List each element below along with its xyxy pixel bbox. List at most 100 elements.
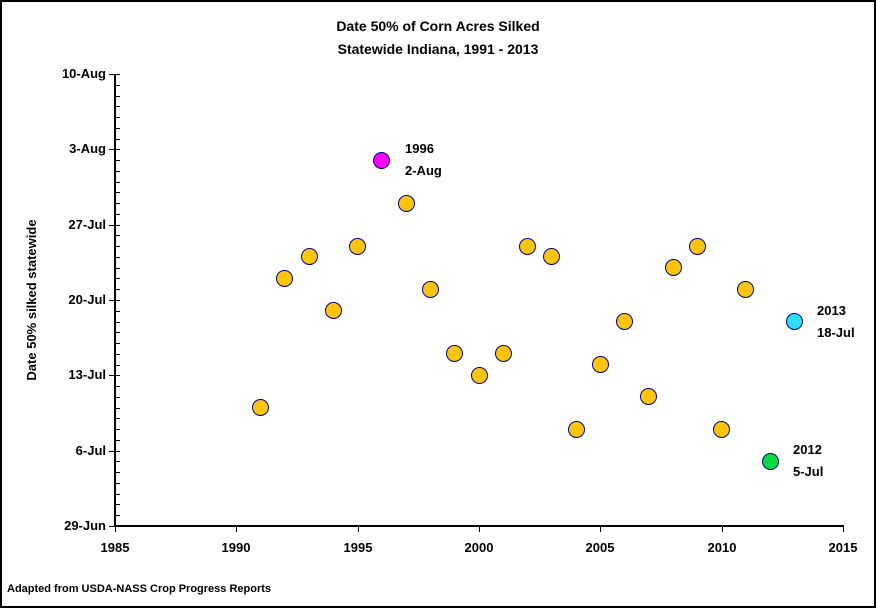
data-point-1991 [252,399,269,416]
y-minor-tick [116,246,120,247]
x-tick-label: 1985 [100,540,130,555]
y-minor-tick [116,332,120,333]
data-point-2003 [543,248,560,265]
source-note: Adapted from USDA-NASS Crop Progress Rep… [7,583,272,595]
x-major-tick [722,526,723,532]
y-major-tick [109,526,120,527]
x-tick-label: 2005 [585,540,615,555]
y-minor-tick [116,117,120,118]
y-minor-tick [116,472,120,473]
y-major-tick [109,451,120,452]
data-point-2013 [786,313,803,330]
annotation-2012: 2012 5-Jul [793,439,823,483]
data-point-2010 [713,421,730,438]
data-point-2002 [519,238,536,255]
data-point-2011 [737,281,754,298]
data-point-1999 [446,345,463,362]
data-point-1993 [301,248,318,265]
x-major-tick [479,526,480,532]
data-point-1992 [276,270,293,287]
y-minor-tick [116,311,120,312]
data-point-2001 [495,345,512,362]
x-major-tick [600,526,601,532]
data-point-2000 [471,367,488,384]
annotation-date: 18-Jul [817,325,855,340]
y-minor-tick [116,128,120,129]
chart-title-block: Date 50% of Corn Acres Silked Statewide … [2,15,874,61]
y-minor-tick [116,322,120,323]
y-major-tick [109,74,120,75]
y-major-tick [109,225,120,226]
y-minor-tick [116,85,120,86]
y-tick-label: 3-Aug [69,141,106,156]
y-major-tick [109,149,120,150]
y-minor-tick [116,289,120,290]
annotation-1996: 1996 2-Aug [405,138,442,182]
y-minor-tick [116,461,120,462]
y-minor-tick [116,483,120,484]
annotation-2013: 2013 18-Jul [817,300,855,344]
y-minor-tick [116,418,120,419]
y-minor-tick [116,494,120,495]
y-minor-tick [116,192,120,193]
y-major-tick [109,300,120,301]
y-minor-tick [116,365,120,366]
y-minor-tick [116,408,120,409]
y-minor-tick [116,515,120,516]
data-point-1994 [325,302,342,319]
y-minor-tick [116,397,120,398]
y-minor-tick [116,160,120,161]
x-tick-label: 2000 [464,540,494,555]
y-tick-label: 29-Jun [64,518,106,533]
chart-subtitle: Statewide Indiana, 1991 - 2013 [337,41,539,57]
x-major-tick [236,526,237,532]
data-point-2006 [616,313,633,330]
y-minor-tick [116,354,120,355]
data-point-1996 [373,152,390,169]
y-minor-tick [116,139,120,140]
chart-title: Date 50% of Corn Acres Silked [336,18,540,34]
y-minor-tick [116,182,120,183]
data-point-2012 [762,453,779,470]
y-minor-tick [116,214,120,215]
data-point-2009 [689,238,706,255]
y-tick-label: 6-Jul [75,443,106,458]
y-minor-tick [116,96,120,97]
y-minor-tick [116,268,120,269]
data-point-2007 [640,388,657,405]
annotation-date: 5-Jul [793,464,824,479]
x-tick-label: 1990 [221,540,251,555]
y-minor-tick [116,278,120,279]
y-minor-tick [116,386,120,387]
y-tick-label: 10-Aug [61,66,106,81]
data-point-2004 [568,421,585,438]
x-tick-label: 2010 [707,540,737,555]
y-minor-tick [116,429,120,430]
y-tick-label: 13-Jul [68,367,106,382]
y-minor-tick [116,257,120,258]
y-major-tick [109,375,120,376]
annotation-year: 2013 [817,303,846,318]
annotation-year: 2012 [793,442,822,457]
annotation-date: 2-Aug [405,163,442,178]
y-minor-tick [116,171,120,172]
x-tick-label: 1995 [343,540,373,555]
y-tick-label: 20-Jul [68,292,106,307]
y-tick-label: 27-Jul [68,217,106,232]
data-point-2008 [665,259,682,276]
data-point-1995 [349,238,366,255]
y-minor-tick [116,504,120,505]
data-point-1998 [422,281,439,298]
y-minor-tick [116,440,120,441]
y-minor-tick [116,106,120,107]
data-point-2005 [592,356,609,373]
y-minor-tick [116,343,120,344]
annotation-year: 1996 [405,141,434,156]
x-tick-label: 2015 [828,540,858,555]
y-minor-tick [116,235,120,236]
x-major-tick [115,526,116,532]
x-major-tick [358,526,359,532]
data-point-1997 [398,195,415,212]
y-minor-tick [116,203,120,204]
